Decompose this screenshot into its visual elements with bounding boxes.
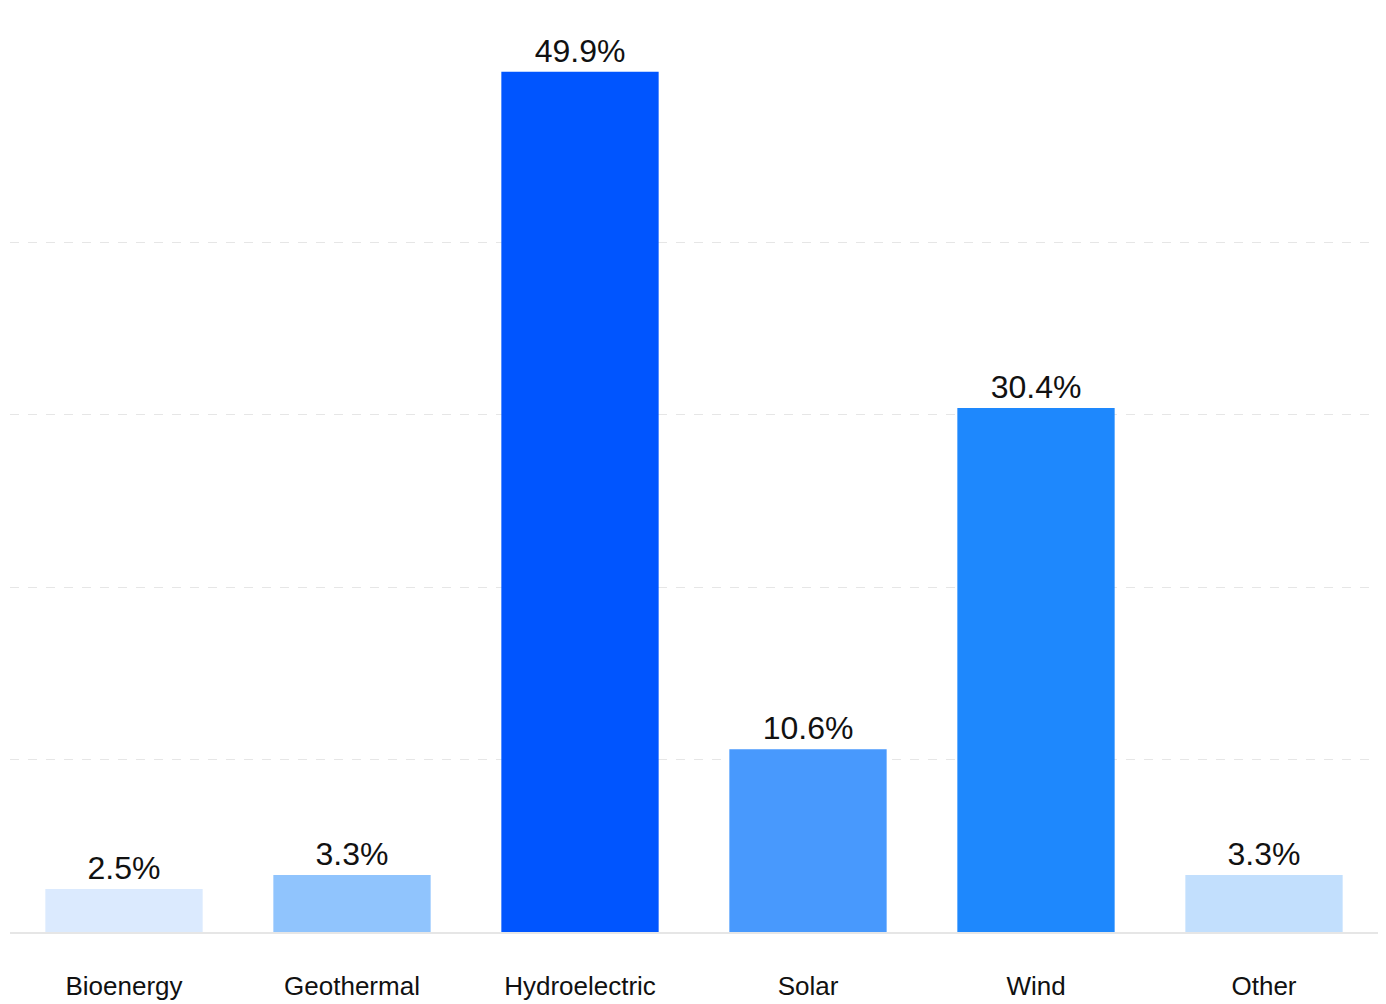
svg-text:3.3%: 3.3%	[316, 836, 389, 872]
svg-text:Geothermal: Geothermal	[284, 971, 420, 1001]
svg-text:49.9%: 49.9%	[535, 33, 626, 69]
svg-text:10.6%: 10.6%	[763, 710, 854, 746]
svg-text:Other: Other	[1231, 971, 1296, 1001]
svg-text:Bioenergy: Bioenergy	[65, 971, 182, 1001]
svg-text:30.4%: 30.4%	[991, 369, 1082, 405]
svg-text:Hydroelectric: Hydroelectric	[504, 971, 656, 1001]
svg-text:Wind: Wind	[1006, 971, 1065, 1001]
svg-text:2.5%: 2.5%	[88, 850, 161, 886]
svg-text:3.3%: 3.3%	[1228, 836, 1301, 872]
svg-text:Solar: Solar	[778, 971, 839, 1001]
